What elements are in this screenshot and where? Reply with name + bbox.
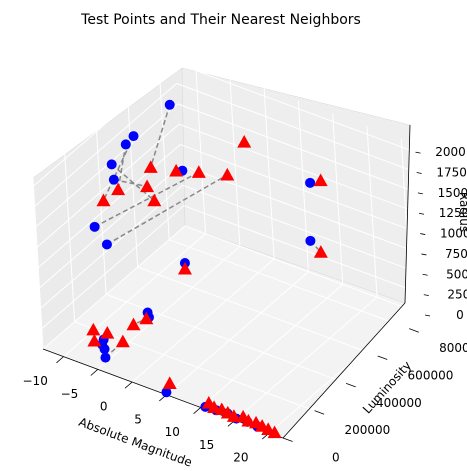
test-point <box>220 167 235 181</box>
z-axis-label: Radius <box>457 192 467 232</box>
axes-panes <box>32 67 411 439</box>
z-tick-mark <box>424 314 431 317</box>
x-tick-label: −5 <box>61 387 79 401</box>
z-gridline <box>35 103 419 228</box>
grid-lines <box>32 62 426 439</box>
test-point <box>126 317 141 331</box>
z-tick-label: 1000 <box>440 227 467 241</box>
z-tick-label: 750 <box>445 247 467 261</box>
neighbor-point <box>161 387 172 398</box>
z-gridline <box>42 225 426 350</box>
test-point <box>237 135 252 148</box>
test-point <box>147 193 162 207</box>
z-tick-mark <box>416 172 422 174</box>
x-tick-label: 15 <box>199 438 214 452</box>
y-tick-label: 400000 <box>376 396 422 410</box>
neighbor-point <box>101 239 112 250</box>
z-tick-label: 500 <box>446 267 467 281</box>
tick-layer: −10 −5 0 5 10 15 20 0 200000 400000 600000 800000 0 2… <box>23 145 467 464</box>
test-point <box>143 160 158 173</box>
y-tick-label: 200000 <box>344 423 390 437</box>
test-point <box>169 163 184 177</box>
neighbor-link <box>113 178 148 188</box>
test-point <box>115 334 130 348</box>
x-tick-label: 0 <box>100 400 108 414</box>
test-point <box>226 409 241 422</box>
x-tick-label: 20 <box>233 451 248 465</box>
z-tick-label: 1250 <box>439 206 467 220</box>
neighbor-link <box>106 174 228 246</box>
z-gridline <box>40 184 423 309</box>
x-tick-mark <box>90 369 99 376</box>
test-points <box>86 135 328 439</box>
z-tick-label: 1750 <box>436 166 467 180</box>
neighbor-point <box>120 139 131 150</box>
test-point <box>87 333 102 347</box>
test-point <box>140 179 155 193</box>
y-tick-label: 0 <box>332 451 340 465</box>
z-tick-mark <box>420 233 426 235</box>
y-tick-mark <box>345 382 356 388</box>
neighbor-point <box>99 344 110 355</box>
x-tick-mark <box>193 407 201 414</box>
z-gridline <box>34 82 417 207</box>
z-tick-label: 250 <box>447 288 467 302</box>
z-axis-line <box>404 124 411 304</box>
z-tick-mark <box>415 151 421 154</box>
neighbor-point <box>164 99 175 110</box>
z-tick-label: 1500 <box>438 186 467 200</box>
test-point <box>191 165 206 178</box>
z-tick-mark <box>421 253 427 256</box>
y-tick-mark <box>377 355 388 360</box>
y-tick-mark <box>282 437 293 442</box>
z-tick-mark <box>418 212 425 215</box>
z-tick-mark <box>417 192 423 195</box>
y-tick-label: 600000 <box>408 369 454 383</box>
x-tick-label: 5 <box>134 412 142 426</box>
y-tick-mark <box>409 328 419 333</box>
x-tick-label: −10 <box>23 374 48 388</box>
x-tick-mark <box>56 356 64 364</box>
test-point <box>139 311 154 325</box>
z-tick-label: 2000 <box>435 145 466 159</box>
test-point <box>313 245 328 258</box>
z-gridline <box>36 123 420 248</box>
y-axis-line <box>282 302 406 439</box>
test-point <box>111 182 126 196</box>
neighbor-point <box>305 177 316 188</box>
chart-title: Test Points and Their Nearest Neighbors <box>80 12 361 28</box>
z-tick-mark <box>422 273 428 276</box>
test-point <box>313 173 328 187</box>
z-tick-mark <box>423 294 429 297</box>
neighbor-link <box>111 163 155 202</box>
neighbor-point <box>128 131 139 142</box>
test-point <box>267 425 282 439</box>
neighbor-link <box>94 171 200 228</box>
neighbor-point <box>106 159 117 170</box>
x-tick-mark <box>124 381 133 389</box>
neighbor-point <box>108 174 119 185</box>
neighbor-point <box>89 221 100 232</box>
y-tick-mark <box>314 410 325 415</box>
neighbor-point <box>305 235 316 246</box>
z-gridline <box>41 205 424 330</box>
test-point <box>177 261 192 275</box>
test-point <box>96 193 111 207</box>
neighbor-point <box>100 352 111 363</box>
z-gridline <box>37 143 421 268</box>
test-point <box>86 322 101 336</box>
neighbor-link <box>149 104 171 168</box>
test-point <box>162 376 177 390</box>
test-point <box>207 400 222 413</box>
x-tick-label: 10 <box>165 425 180 439</box>
y-tick-label: 800000 <box>439 341 467 355</box>
z-gridline <box>33 62 416 187</box>
z-gridline <box>39 164 422 289</box>
z-tick-label: 0 <box>456 308 464 322</box>
test-point <box>100 325 115 339</box>
